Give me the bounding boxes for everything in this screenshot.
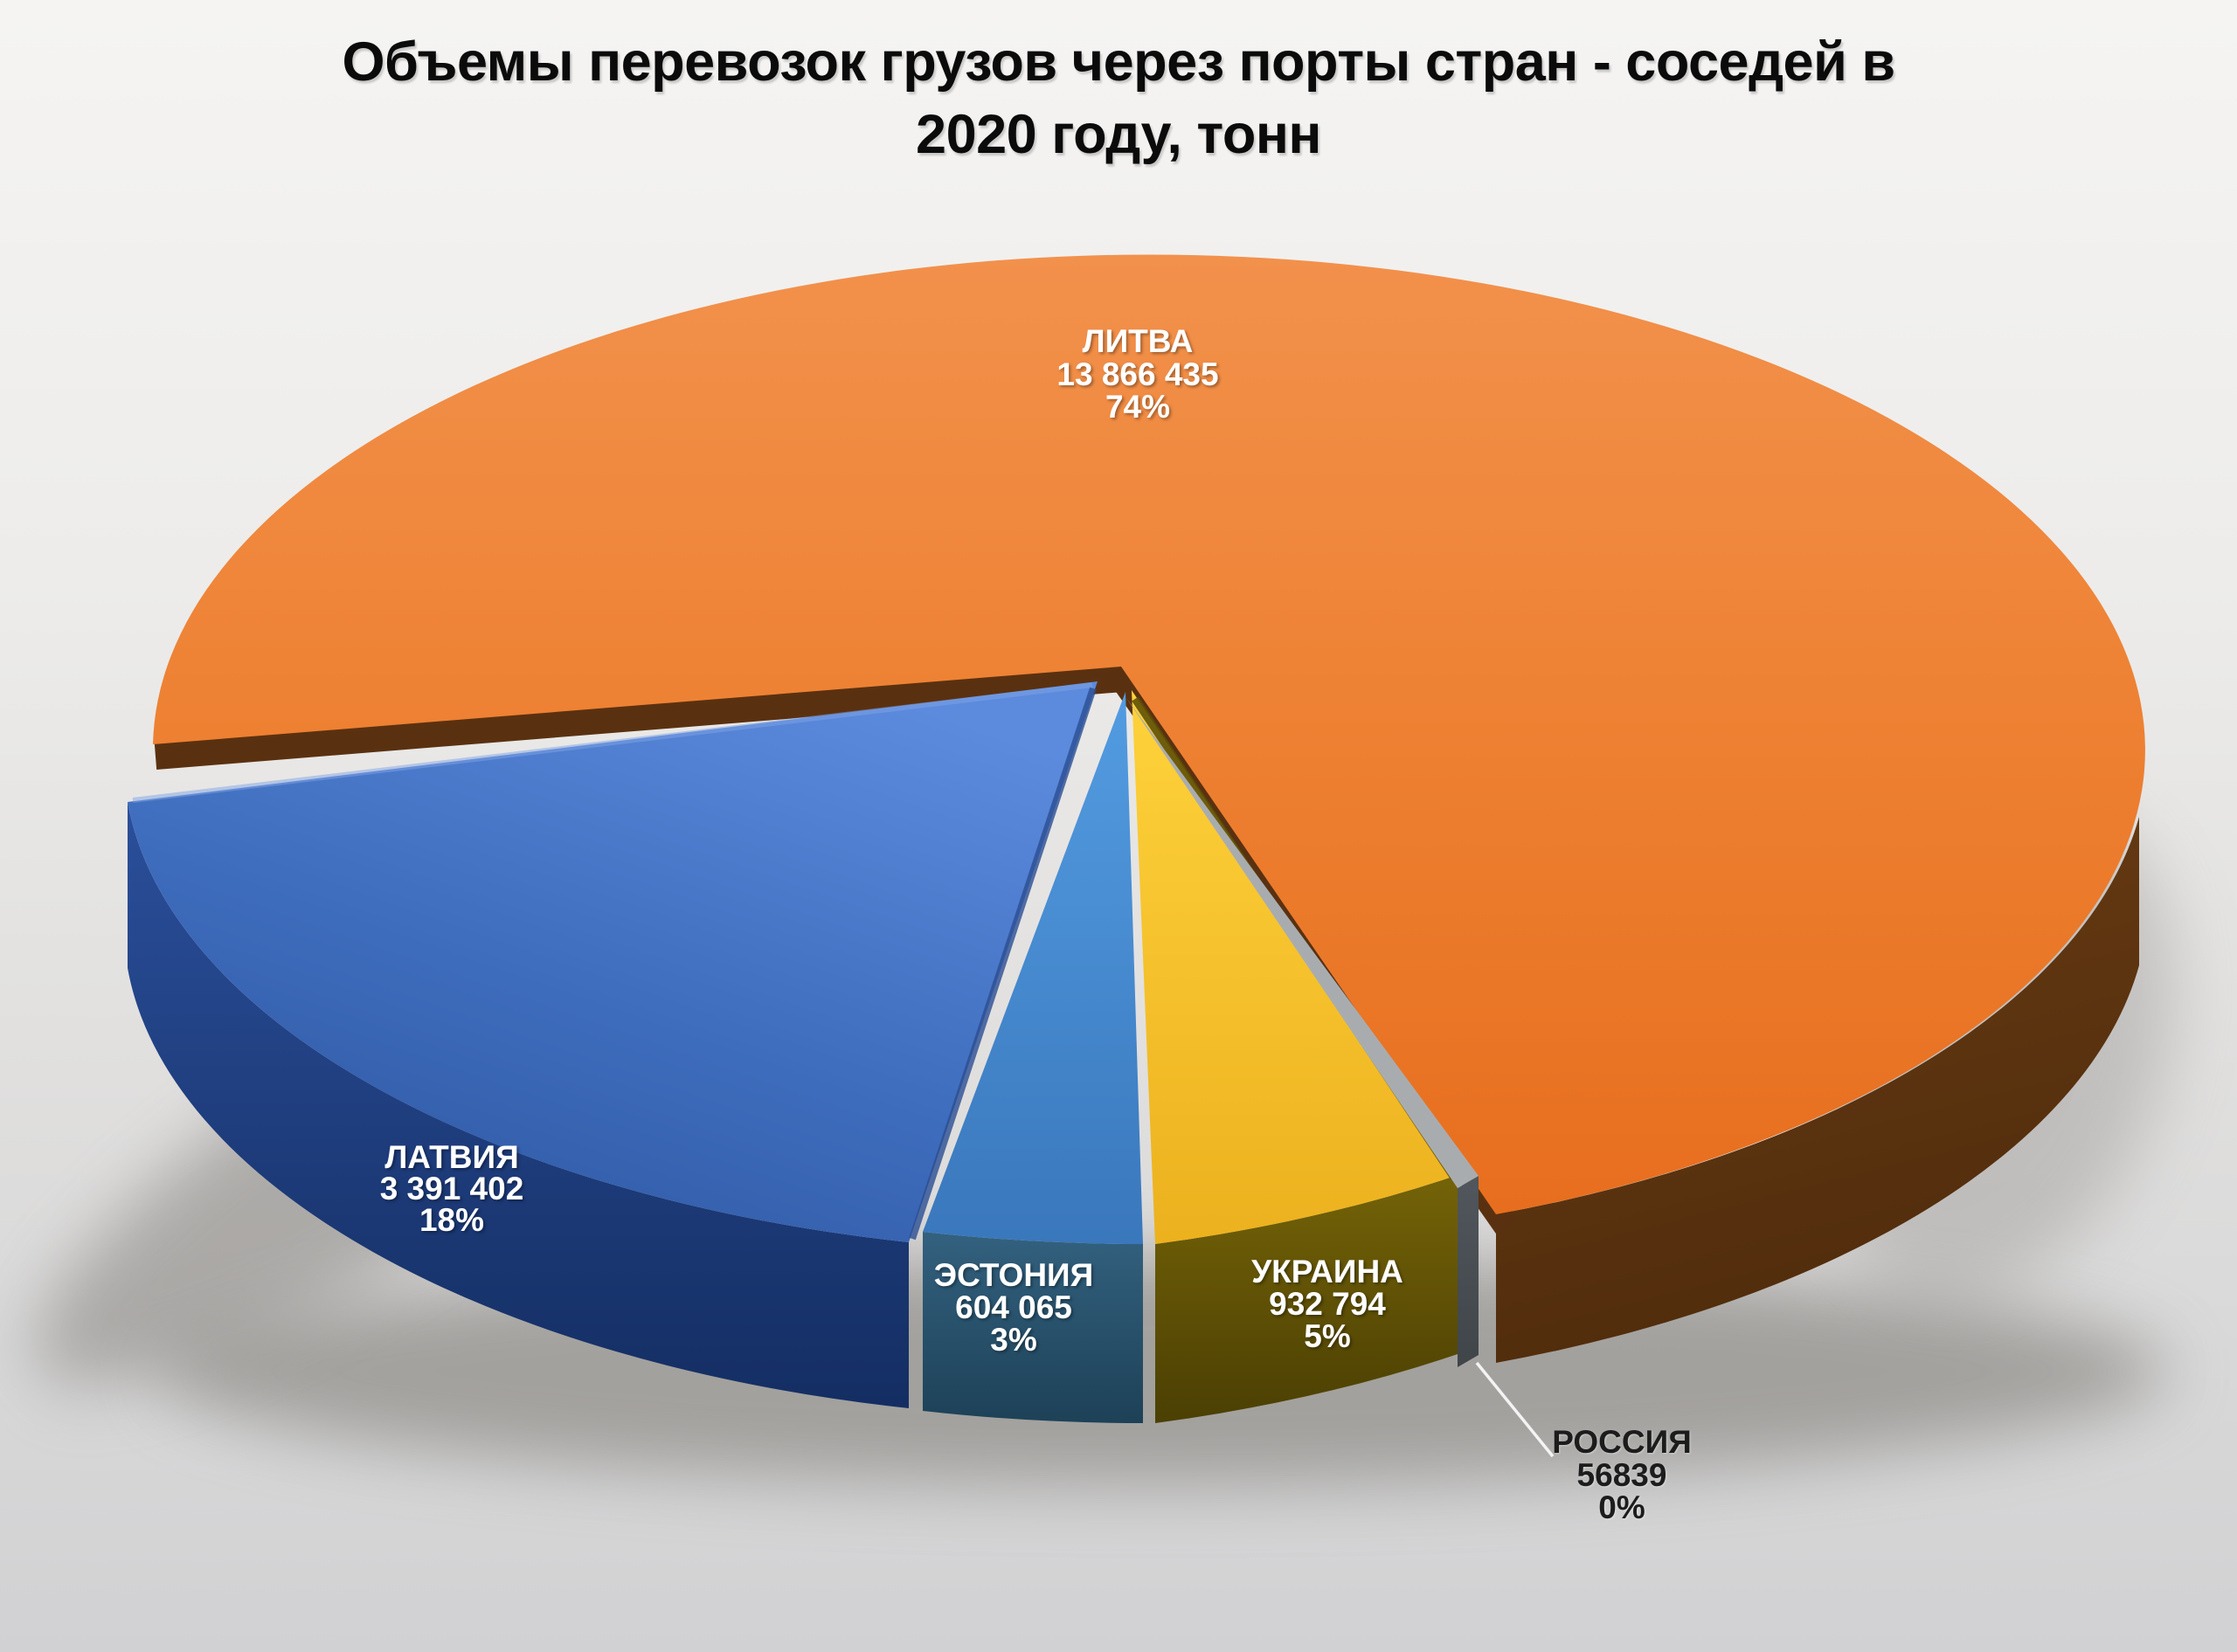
label-latvia-value: 3 391 402 bbox=[380, 1171, 524, 1206]
slice-lithuania-side bbox=[1496, 817, 2139, 1363]
label-lithuania-value: 13 866 435 bbox=[1056, 356, 1218, 392]
slice-russia bbox=[1126, 698, 1479, 1367]
russia-leader-line bbox=[1475, 1361, 1555, 1458]
slice-lithuania-top bbox=[153, 254, 2145, 1214]
label-latvia-percent: 18% bbox=[419, 1202, 484, 1238]
label-estonia-percent: 3% bbox=[990, 1322, 1036, 1358]
slice-latvia bbox=[128, 681, 1098, 1408]
label-ukraine-value: 932 794 bbox=[1269, 1286, 1386, 1322]
label-latvia-name: ЛАТВИЯ bbox=[384, 1139, 518, 1175]
label-lithuania-name: ЛИТВА bbox=[1083, 323, 1194, 359]
label-ukraine-name: УКРАИНА bbox=[1251, 1254, 1403, 1289]
slice-estonia bbox=[923, 692, 1143, 1423]
label-russia-name: РОССИЯ bbox=[1552, 1424, 1692, 1460]
chart-title: Объемы перевозок грузов через порты стра… bbox=[0, 26, 2237, 171]
label-russia-value: 56839 bbox=[1577, 1457, 1667, 1493]
chart-title-line2: 2020 году, тонн bbox=[916, 104, 1321, 166]
slice-ukraine-side bbox=[1155, 1175, 1458, 1423]
slice-ukraine-top bbox=[1132, 690, 1458, 1244]
slice-latvia-side bbox=[128, 802, 909, 1408]
slice-russia-top bbox=[1126, 698, 1479, 1188]
label-estonia-name: ЭСТОНИЯ bbox=[934, 1257, 1094, 1293]
slice-estonia-top bbox=[923, 692, 1143, 1245]
label-russia-percent: 0% bbox=[1598, 1490, 1645, 1525]
label-lithuania-percent: 74% bbox=[1105, 389, 1170, 425]
slice-latvia-top bbox=[128, 681, 1098, 1242]
slice-latvia-bevel bbox=[132, 682, 1093, 803]
slice-estonia-side bbox=[923, 1232, 1143, 1423]
label-ukraine-percent: 5% bbox=[1304, 1318, 1350, 1354]
slice-russia-side bbox=[1458, 1176, 1479, 1367]
slice-latvia-edge bbox=[909, 687, 1097, 1241]
label-estonia-value: 604 065 bbox=[955, 1289, 1072, 1325]
chart-title-line1: Объемы перевозок грузов через порты стра… bbox=[342, 31, 1895, 93]
slice-labels: ЛИТВА 13 866 435 74% ЛАТВИЯ 3 391 402 18… bbox=[380, 323, 1692, 1525]
